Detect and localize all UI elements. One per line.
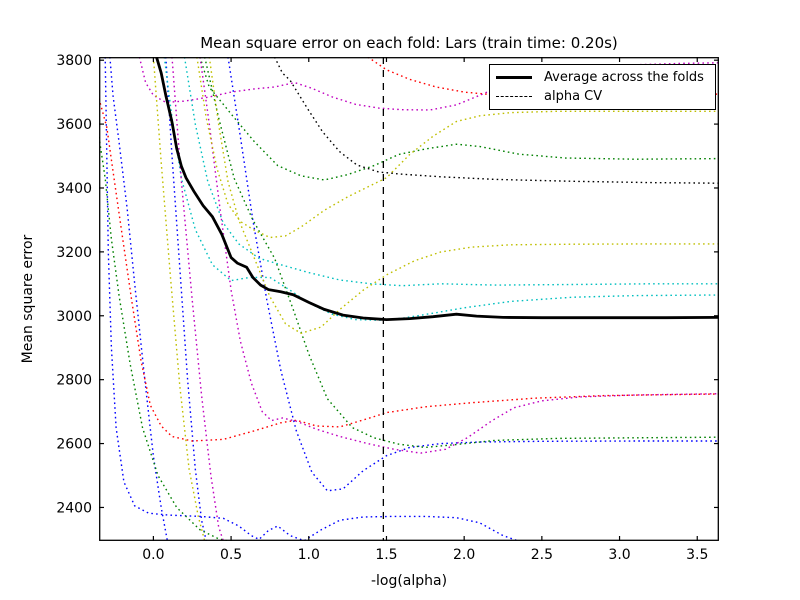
fold-magenta-2 (199, 57, 719, 454)
fold-red-1 (99, 98, 719, 442)
axes-frame (99, 57, 719, 541)
y-tick-label: 2600 (56, 437, 92, 453)
x-tick-label: 2.5 (531, 547, 553, 563)
fold-blue-1 (104, 57, 519, 541)
y-tick-label: 2800 (56, 373, 92, 389)
legend: Average across the folds alpha CV (489, 64, 716, 110)
fold-black-1 (273, 57, 719, 184)
average-line (155, 57, 719, 322)
x-axis-label: -log(alpha) (370, 573, 448, 589)
plot-canvas: 0.0 0.5 1.0 1.5 2.0 2.5 3.0 3.5 2400 2600 2800 3000… (56, 53, 719, 563)
x-tick-label: 2.0 (453, 547, 475, 563)
y-tick-label: 3000 (56, 309, 92, 325)
y-tick-label: 2400 (56, 500, 92, 516)
fold-blue-3 (227, 57, 719, 492)
x-tick-label: 1.0 (298, 547, 320, 563)
alpha-cv-line-swatch (496, 96, 532, 97)
x-tick-label: 3.5 (686, 547, 708, 563)
y-tick-label: 3200 (56, 245, 92, 261)
plot-area: 0.0 0.5 1.0 1.5 2.0 2.5 3.0 3.5 2400 2600 2800 3000… (56, 53, 719, 563)
x-tick-label: 3.0 (608, 547, 630, 563)
x-tick-label: 1.5 (375, 547, 397, 563)
chart-title: Mean square error on each fold: Lars (tr… (200, 34, 618, 52)
y-tick-label: 3800 (56, 53, 92, 69)
y-tick-label: 3600 (56, 117, 92, 133)
fold-green-2 (204, 57, 719, 449)
fold-green-1 (99, 136, 229, 541)
fold-magenta-3 (171, 57, 224, 541)
fold-green-3 (199, 57, 719, 181)
fold-blue-4 (165, 57, 207, 541)
legend-item-alpha-cv: alpha CV (496, 88, 709, 106)
y-axis-label: Mean square error (20, 234, 36, 364)
fold-cyan-1 (163, 57, 719, 321)
y-tick-label: 3400 (56, 181, 92, 197)
fold-yellow-3 (152, 57, 206, 541)
legend-item-average: Average across the folds (496, 69, 709, 87)
legend-label-average: Average across the folds (544, 69, 704, 85)
fold-cyan-2 (183, 57, 719, 287)
x-tick-label: 0.0 (142, 547, 164, 563)
average-line-swatch (496, 75, 532, 80)
x-tick-label: 0.5 (220, 547, 242, 563)
legend-label-alpha-cv: alpha CV (544, 88, 603, 104)
